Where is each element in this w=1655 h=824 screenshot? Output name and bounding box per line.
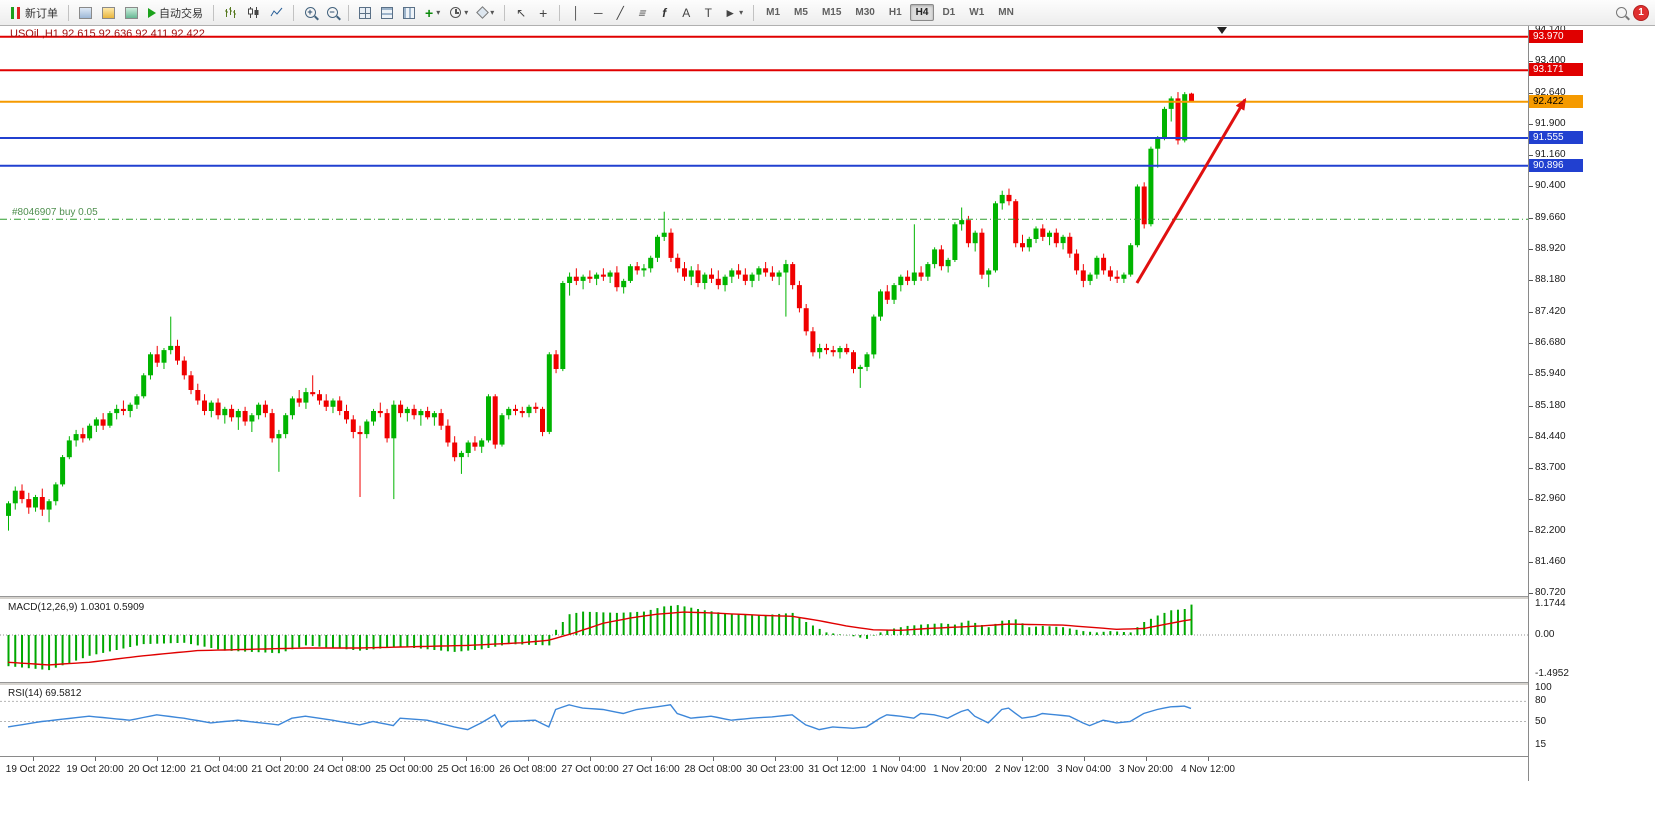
crosshair-icon: + bbox=[539, 4, 548, 21]
cursor-icon: ↖ bbox=[516, 5, 527, 20]
text-label-button[interactable]: T bbox=[698, 3, 718, 23]
tile-windows-icon bbox=[359, 6, 371, 19]
timeframe-m30-button[interactable]: M30 bbox=[855, 7, 875, 18]
clock-icon bbox=[450, 7, 462, 18]
bar-chart-button[interactable] bbox=[220, 3, 241, 23]
chevron-down-icon: ▾ bbox=[436, 8, 441, 17]
toolbar-separator bbox=[293, 4, 294, 21]
macd-indicator-label: MACD(12,26,9) 1.0301 0.5909 bbox=[8, 602, 145, 613]
search-button[interactable] bbox=[1611, 3, 1631, 23]
toolbar-separator bbox=[753, 4, 755, 21]
zoom-out-icon: − bbox=[326, 7, 338, 18]
tile-horizontally-button[interactable] bbox=[377, 3, 397, 23]
toolbar-separator bbox=[504, 4, 506, 21]
timeframe-h1-button[interactable]: H1 bbox=[888, 7, 902, 18]
search-icon bbox=[1615, 7, 1627, 18]
vertical-line-button[interactable]: │ bbox=[566, 3, 586, 23]
toolbar: 新订单 自动交易 + − + ▾ ▾ ▾ ↖ + │ ─ ╱ ≡ f A T ► bbox=[0, 0, 1655, 26]
zoom-out-button[interactable]: − bbox=[322, 3, 342, 23]
chart-window: USOil ,H1 92.615 92.636 92.411 92.422 #8… bbox=[0, 26, 1655, 824]
panel-splitter[interactable] bbox=[0, 682, 1655, 685]
terminal-icon bbox=[125, 6, 138, 19]
candlestick-chart-button[interactable] bbox=[243, 3, 264, 23]
indicators-icon: + bbox=[425, 4, 434, 21]
line-chart-button[interactable] bbox=[266, 3, 287, 23]
timeframe-m5-button[interactable]: M5 bbox=[794, 7, 808, 18]
chevron-down-icon: ▾ bbox=[739, 8, 744, 17]
chevron-down-icon: ▾ bbox=[464, 8, 469, 17]
text-icon: A bbox=[682, 5, 691, 20]
templates-button[interactable]: ▾ bbox=[474, 3, 498, 23]
price-axis[interactable]: 94.14093.40092.64091.90091.16090.40089.6… bbox=[1528, 26, 1655, 781]
rsi-panel[interactable] bbox=[0, 685, 1528, 756]
tile-vertically-button[interactable] bbox=[399, 3, 419, 23]
text-label-icon: T bbox=[704, 5, 712, 20]
rsi-indicator-label: RSI(14) 69.5812 bbox=[8, 688, 82, 699]
timeframe-mn-button[interactable]: MN bbox=[998, 7, 1014, 18]
periods-button[interactable]: ▾ bbox=[446, 3, 472, 23]
auto-trading-button[interactable]: 自动交易 bbox=[144, 3, 207, 23]
arrows-button[interactable]: ► ▾ bbox=[720, 3, 747, 23]
tile-vertically-icon bbox=[403, 6, 415, 19]
new-order-button[interactable]: 新订单 bbox=[6, 3, 62, 23]
timeframe-m1-button[interactable]: M1 bbox=[766, 7, 781, 18]
channel-icon: ≡ bbox=[636, 5, 649, 20]
template-icon bbox=[476, 6, 490, 19]
text-button[interactable]: A bbox=[676, 3, 696, 23]
profiles-icon bbox=[102, 6, 115, 19]
new-order-icon bbox=[10, 6, 22, 19]
timeframe-w1-button[interactable]: W1 bbox=[969, 7, 985, 18]
auto-trading-icon bbox=[148, 7, 156, 18]
bar-chart-icon bbox=[225, 7, 236, 18]
horizontal-line-icon: ─ bbox=[593, 5, 603, 20]
new-chart-button[interactable] bbox=[75, 3, 96, 23]
new-order-label: 新订单 bbox=[25, 7, 58, 20]
cursor-button[interactable]: ↖ bbox=[511, 3, 531, 23]
timeframe-m15-button[interactable]: M15 bbox=[821, 7, 842, 18]
toolbar-separator bbox=[559, 4, 561, 21]
notification-badge[interactable]: 1 bbox=[1633, 4, 1649, 21]
vertical-line-icon: │ bbox=[572, 5, 580, 20]
macd-panel[interactable] bbox=[0, 599, 1528, 682]
time-axis[interactable]: 19 Oct 2022 19 Oct 20:00 20 Oct 12:00 21 Oc… bbox=[0, 756, 1528, 781]
channel-button[interactable]: ≡ bbox=[632, 3, 652, 23]
crosshair-button[interactable]: + bbox=[533, 3, 553, 23]
auto-trading-label: 自动交易 bbox=[159, 7, 203, 20]
tile-horizontally-icon bbox=[381, 6, 393, 19]
timeframe-h4-button[interactable]: H4 bbox=[909, 4, 935, 21]
horizontal-line-button[interactable]: ─ bbox=[588, 3, 608, 23]
toolbar-separator bbox=[348, 4, 349, 21]
symbol-ohlc-header: USOil ,H1 92.615 92.636 92.411 92.422 bbox=[10, 28, 205, 40]
toolbar-separator bbox=[68, 4, 69, 21]
new-chart-icon bbox=[79, 6, 92, 19]
timeframe-d1-button[interactable]: D1 bbox=[942, 7, 956, 18]
toolbar-separator bbox=[213, 4, 214, 21]
trendline-button[interactable]: ╱ bbox=[610, 3, 630, 23]
fibonacci-button[interactable]: f bbox=[654, 3, 674, 23]
chevron-down-icon: ▾ bbox=[490, 8, 495, 17]
candlestick-chart[interactable] bbox=[0, 26, 1528, 596]
zoom-in-icon: + bbox=[304, 7, 316, 18]
fibonacci-icon: f bbox=[662, 5, 667, 20]
trendline-icon: ╱ bbox=[616, 5, 624, 20]
open-order-label: #8046907 buy 0.05 bbox=[12, 207, 98, 218]
line-chart-icon bbox=[270, 7, 283, 17]
candlestick-chart-icon bbox=[248, 7, 259, 18]
panel-splitter[interactable] bbox=[0, 596, 1655, 599]
terminal-button[interactable] bbox=[121, 3, 142, 23]
indicators-button[interactable]: + ▾ bbox=[421, 3, 444, 23]
zoom-in-button[interactable]: + bbox=[300, 3, 320, 23]
arrows-icon: ► bbox=[724, 5, 737, 20]
tile-windows-button[interactable] bbox=[355, 3, 375, 23]
profiles-button[interactable] bbox=[98, 3, 119, 23]
